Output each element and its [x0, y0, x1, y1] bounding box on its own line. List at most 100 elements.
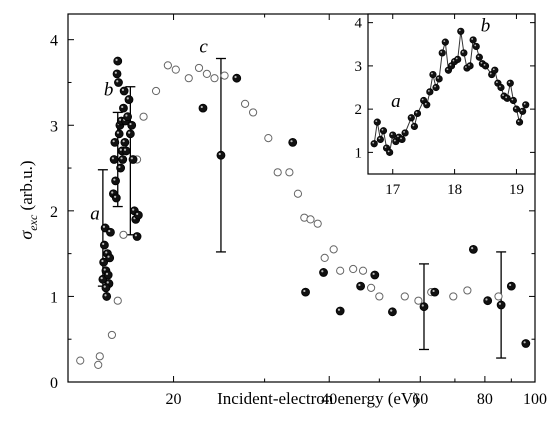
- inset-marker-highlight: [468, 63, 470, 66]
- open-marker: [400, 292, 409, 301]
- inset-marker: [506, 79, 514, 87]
- filled-marker: [288, 137, 298, 147]
- filled-marker: [106, 227, 115, 237]
- open-marker: [366, 283, 376, 292]
- filled-marker-highlight: [134, 234, 137, 237]
- open-marker: [285, 168, 294, 177]
- inset-marker-highlight: [523, 102, 526, 105]
- y-tick-label: 0: [50, 375, 58, 392]
- filled-marker: [232, 73, 242, 83]
- open-marker: [184, 74, 193, 83]
- x-tick-label: 80: [477, 391, 493, 408]
- filled-marker-highlight: [116, 80, 119, 83]
- inset-marker-highlight: [489, 72, 492, 75]
- filled-marker: [109, 155, 119, 164]
- inset-marker: [401, 129, 409, 137]
- filled-marker-highlight: [106, 281, 109, 284]
- inset-marker: [522, 101, 530, 109]
- inset-marker-highlight: [393, 139, 396, 142]
- inset-marker: [370, 140, 378, 148]
- filled-marker: [116, 163, 126, 173]
- inset-marker-highlight: [443, 40, 446, 43]
- filled-marker-highlight: [218, 152, 221, 156]
- main-filled-markers: [98, 56, 531, 348]
- filled-marker-highlight: [105, 251, 108, 254]
- filled-marker-highlight: [303, 289, 306, 293]
- inset-marker-highlight: [409, 115, 412, 118]
- inset-marker-highlight: [384, 146, 387, 148]
- filled-marker-highlight: [121, 105, 124, 109]
- filled-marker: [124, 95, 134, 104]
- inset-marker-highlight: [480, 61, 483, 64]
- inset-marker-highlight: [397, 135, 399, 138]
- inset-marker-highlight: [424, 102, 427, 105]
- inset-annotation-label: a: [391, 91, 401, 112]
- filled-marker-highlight: [432, 289, 435, 293]
- inset-marker: [472, 42, 480, 51]
- annotation-label: b: [104, 79, 114, 100]
- filled-marker-highlight: [136, 212, 139, 216]
- inset-marker: [503, 94, 511, 102]
- inset-marker: [438, 49, 446, 57]
- open-marker: [95, 352, 104, 361]
- filled-marker: [101, 283, 111, 293]
- filled-marker-highlight: [114, 195, 117, 198]
- annotation-label: a: [90, 203, 100, 224]
- filled-marker: [335, 306, 345, 316]
- open-marker: [119, 230, 128, 239]
- filled-marker-highlight: [119, 148, 122, 151]
- filled-marker-highlight: [115, 58, 118, 61]
- open-marker: [293, 189, 303, 198]
- open-marker: [171, 65, 180, 74]
- open-marker: [264, 133, 273, 143]
- filled-marker: [105, 253, 115, 263]
- inset-marker: [466, 62, 474, 70]
- inset-marker: [410, 122, 418, 131]
- inset-marker: [475, 53, 483, 61]
- inset-ticks: 1 2 3 4 17 18 19: [355, 14, 535, 198]
- filled-marker-highlight: [102, 242, 105, 245]
- open-marker: [220, 71, 229, 80]
- y-tick-label: 3: [50, 118, 58, 135]
- x-axis-title: Incident-electron energy (eV): [217, 389, 419, 408]
- inset-marker: [441, 38, 449, 46]
- open-marker: [151, 86, 161, 96]
- inset-plot-frame: [367, 13, 536, 175]
- filled-marker-highlight: [122, 140, 125, 143]
- filled-marker-highlight: [104, 294, 107, 297]
- filled-marker-highlight: [119, 118, 122, 121]
- filled-marker-highlight: [103, 268, 106, 271]
- inset-marker-highlight: [461, 51, 464, 53]
- filled-marker-highlight: [130, 157, 133, 160]
- open-marker: [463, 286, 472, 295]
- filled-marker-highlight: [509, 283, 512, 287]
- inset-markers: [370, 27, 530, 156]
- inset-y-tick-label: 4: [355, 16, 363, 32]
- filled-marker: [123, 112, 133, 122]
- filled-marker-highlight: [372, 272, 375, 275]
- y-axis-title: σexc (arb.u.): [16, 160, 40, 239]
- filled-marker: [125, 129, 135, 139]
- filled-marker: [506, 281, 516, 291]
- inset-marker-highlight: [427, 89, 430, 92]
- inset-marker-highlight: [520, 109, 523, 112]
- inset-marker-highlight: [400, 137, 402, 140]
- inset-marker: [512, 105, 521, 113]
- inset-marker: [429, 70, 437, 79]
- filled-marker: [468, 244, 478, 254]
- inset-marker: [413, 109, 422, 118]
- inset-marker-highlight: [474, 44, 477, 47]
- inset-marker-highlight: [387, 150, 390, 153]
- inset-annotations: ab: [391, 15, 490, 112]
- filled-marker: [112, 69, 122, 79]
- inset-marker-highlight: [495, 81, 498, 84]
- y-tick-label: 2: [50, 204, 58, 221]
- filled-marker-highlight: [105, 272, 109, 275]
- inset-marker: [509, 96, 517, 105]
- inset-marker-highlight: [446, 68, 449, 71]
- filled-marker: [430, 287, 440, 297]
- inset-marker-highlight: [378, 137, 381, 140]
- open-marker: [414, 296, 423, 305]
- inset-marker-highlight: [508, 81, 511, 84]
